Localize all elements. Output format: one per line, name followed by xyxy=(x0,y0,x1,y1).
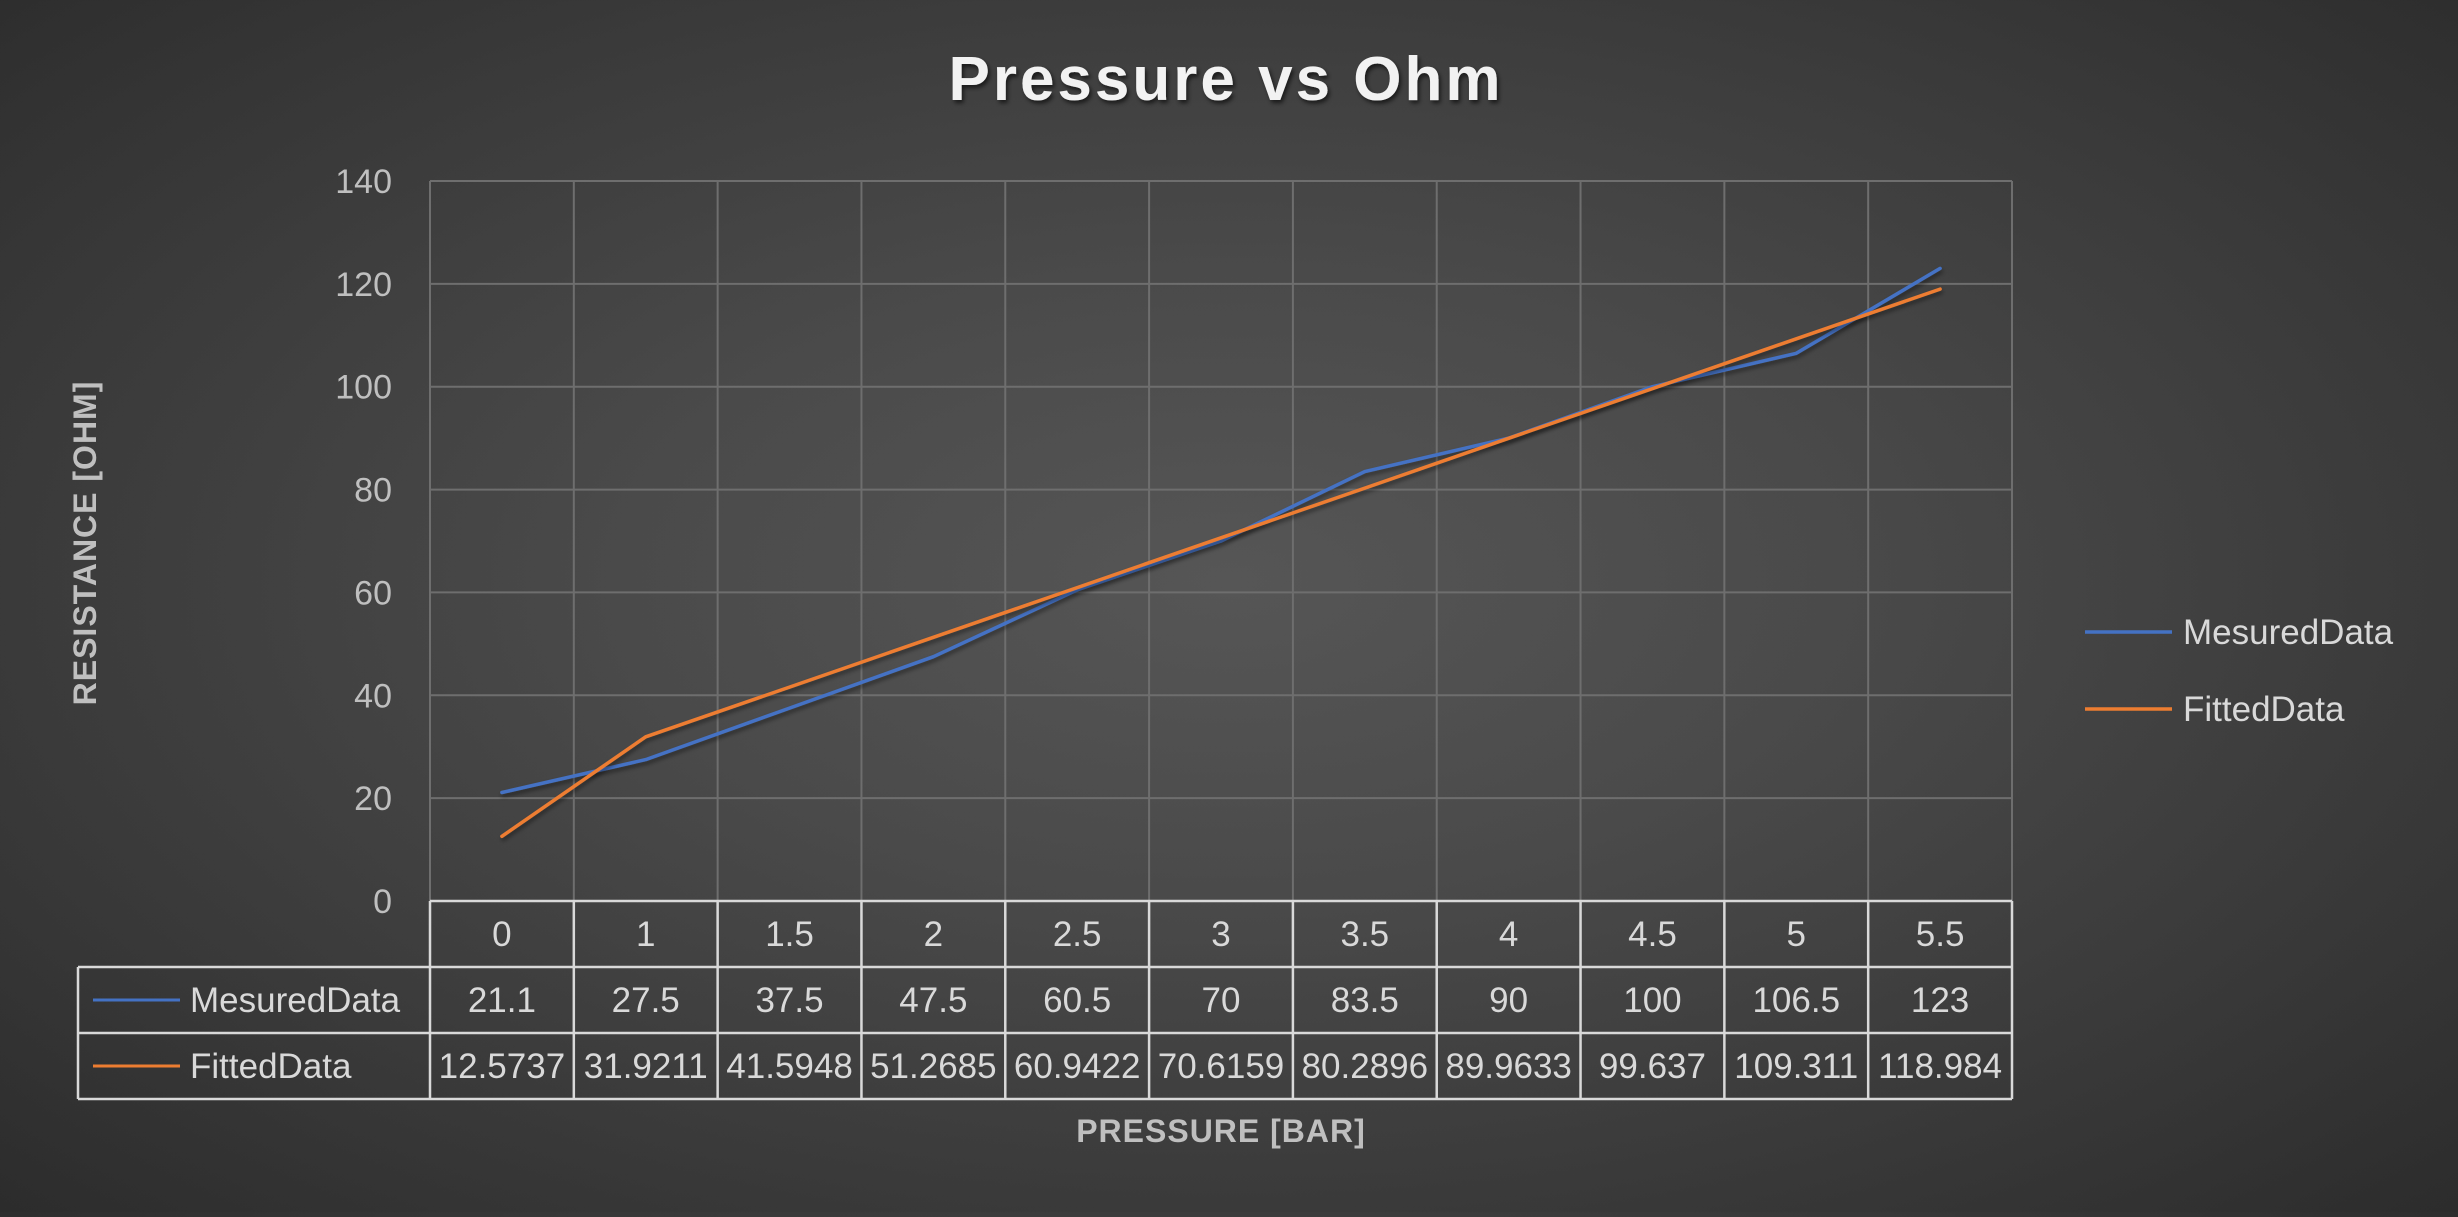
table-cell-value: 106.5 xyxy=(1752,981,1840,1020)
table-cell-value: 99.637 xyxy=(1599,1047,1706,1086)
y-tick-label: 20 xyxy=(354,780,392,818)
x-tick-label: 4 xyxy=(1499,915,1518,954)
table-cell-value: 123 xyxy=(1911,981,1969,1020)
table-cell-value: 60.5 xyxy=(1043,981,1111,1020)
x-tick-label: 3.5 xyxy=(1340,915,1389,954)
x-axis-title: PRESSURE [BAR] xyxy=(1076,1113,1366,1149)
x-tick-label: 5.5 xyxy=(1916,915,1965,954)
y-tick-label: 120 xyxy=(335,266,392,304)
table-cell-value: 90 xyxy=(1489,981,1528,1020)
table-cell-value: 12.5737 xyxy=(439,1047,566,1086)
legend-label: FittedData xyxy=(2183,690,2345,729)
series-line-FittedData xyxy=(500,287,1942,839)
table-cell-value: 27.5 xyxy=(612,981,680,1020)
table-cell-value: 21.1 xyxy=(468,981,536,1020)
table-cell-value: 109.311 xyxy=(1734,1047,1858,1086)
x-tick-label: 3 xyxy=(1211,915,1230,954)
table-cell-value: 70.6159 xyxy=(1158,1047,1285,1086)
table-cell-value: 89.9633 xyxy=(1445,1047,1572,1086)
y-axis-title: RESISTANCE [OHM] xyxy=(67,381,103,706)
plot-series xyxy=(500,266,1942,839)
table-cell-value: 51.2685 xyxy=(870,1047,997,1086)
y-axis-tick-labels: 0 20 40 60 80 100 120 140 xyxy=(335,163,392,921)
y-tick-label: 40 xyxy=(354,677,392,715)
legend: MesuredData FittedData xyxy=(2085,613,2394,729)
table-cell-value: 70 xyxy=(1202,981,1241,1020)
legend-label: MesuredData xyxy=(2183,613,2394,652)
table-series-name: MesuredData xyxy=(190,981,401,1020)
table-cell-value: 80.2896 xyxy=(1302,1047,1429,1086)
x-tick-label: 1 xyxy=(636,915,655,954)
chart-title: Pressure vs Ohm xyxy=(948,45,1503,114)
y-tick-label: 100 xyxy=(335,369,392,407)
y-tick-label: 60 xyxy=(354,574,392,612)
table-cell-value: 37.5 xyxy=(755,981,823,1020)
x-tick-label: 4.5 xyxy=(1628,915,1677,954)
y-tick-label: 140 xyxy=(335,163,392,201)
table-series-name: FittedData xyxy=(190,1047,352,1086)
x-tick-label: 2 xyxy=(924,915,943,954)
table-cell-value: 60.9422 xyxy=(1014,1047,1141,1086)
x-tick-label: 5 xyxy=(1787,915,1806,954)
table-cell-value: 47.5 xyxy=(899,981,967,1020)
x-tick-label: 0 xyxy=(492,915,511,954)
table-cell-value: 83.5 xyxy=(1331,981,1399,1020)
table-cell-value: 31.9211 xyxy=(584,1047,708,1086)
y-tick-label: 0 xyxy=(373,883,392,921)
table-cell-value: 118.984 xyxy=(1878,1047,2002,1086)
y-tick-label: 80 xyxy=(354,472,392,510)
x-tick-label: 2.5 xyxy=(1053,915,1102,954)
gridlines xyxy=(429,180,2013,901)
data-table: 0 1 1.5 2 2.5 3 3.5 4 4.5 5 5.5 MesuredData 21.1 27.5… xyxy=(76,899,2014,1101)
table-cell-value: 100 xyxy=(1623,981,1681,1020)
table-cell-value: 41.5948 xyxy=(726,1047,853,1086)
series-line-MesuredData xyxy=(500,266,1942,795)
x-tick-label: 1.5 xyxy=(765,915,814,954)
